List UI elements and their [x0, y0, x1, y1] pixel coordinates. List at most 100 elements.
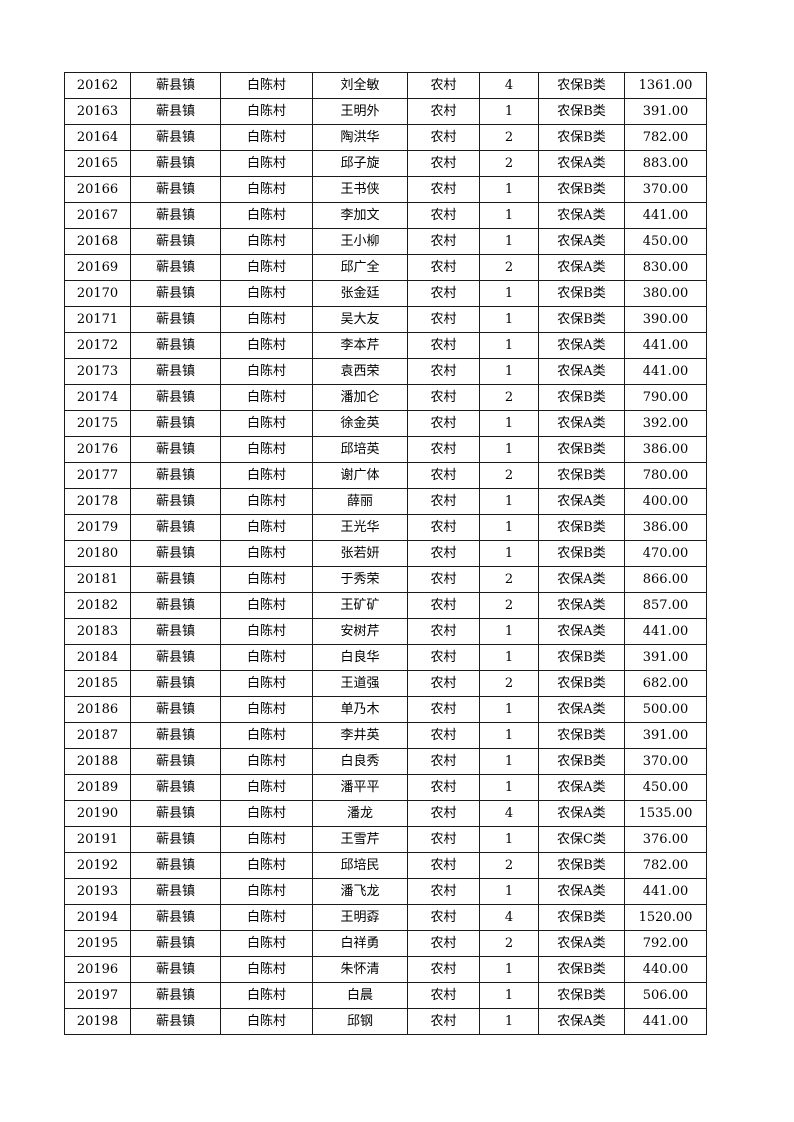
- cell-amount: 441.00: [624, 618, 707, 645]
- cell-residence: 农村: [407, 514, 480, 541]
- cell-insurance-type: 农保B类: [538, 98, 625, 125]
- cell-id: 20169: [64, 254, 131, 281]
- cell-town: 蕲县镇: [130, 618, 221, 645]
- cell-residence: 农村: [407, 592, 480, 619]
- cell-town: 蕲县镇: [130, 410, 221, 437]
- cell-residence: 农村: [407, 670, 480, 697]
- cell-amount: 790.00: [624, 384, 707, 411]
- cell-amount: 386.00: [624, 436, 707, 463]
- cell-insurance-type: 农保B类: [538, 306, 625, 333]
- cell-person-count: 4: [479, 72, 539, 99]
- cell-name: 潘加仑: [312, 384, 408, 411]
- cell-insurance-type: 农保B类: [538, 462, 625, 489]
- cell-id: 20168: [64, 228, 131, 255]
- cell-insurance-type: 农保A类: [538, 228, 625, 255]
- cell-name: 潘平平: [312, 774, 408, 801]
- cell-town: 蕲县镇: [130, 904, 221, 931]
- cell-amount: 386.00: [624, 514, 707, 541]
- cell-town: 蕲县镇: [130, 540, 221, 567]
- cell-id: 20172: [64, 332, 131, 359]
- cell-id: 20178: [64, 488, 131, 515]
- table-row: 20185 蕲县镇 白陈村 王道强 农村 2 农保B类 682.00: [64, 670, 707, 697]
- cell-id: 20175: [64, 410, 131, 437]
- cell-town: 蕲县镇: [130, 930, 221, 957]
- cell-town: 蕲县镇: [130, 332, 221, 359]
- cell-person-count: 1: [479, 878, 539, 905]
- table-row: 20180 蕲县镇 白陈村 张若妍 农村 1 农保B类 470.00: [64, 540, 707, 567]
- cell-id: 20166: [64, 176, 131, 203]
- cell-residence: 农村: [407, 358, 480, 385]
- cell-name: 张金廷: [312, 280, 408, 307]
- cell-amount: 441.00: [624, 332, 707, 359]
- cell-insurance-type: 农保A类: [538, 878, 625, 905]
- cell-person-count: 1: [479, 410, 539, 437]
- cell-insurance-type: 农保A类: [538, 1008, 625, 1035]
- cell-id: 20180: [64, 540, 131, 567]
- cell-person-count: 2: [479, 254, 539, 281]
- cell-amount: 391.00: [624, 98, 707, 125]
- cell-village: 白陈村: [220, 722, 313, 749]
- cell-insurance-type: 农保A类: [538, 202, 625, 229]
- cell-id: 20184: [64, 644, 131, 671]
- cell-insurance-type: 农保B类: [538, 982, 625, 1009]
- table-row: 20197 蕲县镇 白陈村 白晨 农村 1 农保B类 506.00: [64, 982, 707, 1009]
- cell-residence: 农村: [407, 410, 480, 437]
- cell-name: 邱培英: [312, 436, 408, 463]
- table-row: 20163 蕲县镇 白陈村 王明外 农村 1 农保B类 391.00: [64, 98, 707, 125]
- cell-insurance-type: 农保A类: [538, 566, 625, 593]
- cell-insurance-type: 农保B类: [538, 280, 625, 307]
- cell-amount: 883.00: [624, 150, 707, 177]
- cell-town: 蕲县镇: [130, 566, 221, 593]
- table-row: 20165 蕲县镇 白陈村 邱子旋 农村 2 农保A类 883.00: [64, 150, 707, 177]
- cell-amount: 440.00: [624, 956, 707, 983]
- cell-insurance-type: 农保A类: [538, 774, 625, 801]
- cell-town: 蕲县镇: [130, 280, 221, 307]
- cell-amount: 392.00: [624, 410, 707, 437]
- cell-id: 20195: [64, 930, 131, 957]
- cell-name: 张若妍: [312, 540, 408, 567]
- cell-residence: 农村: [407, 644, 480, 671]
- table-row: 20184 蕲县镇 白陈村 白良华 农村 1 农保B类 391.00: [64, 644, 707, 671]
- table-row: 20175 蕲县镇 白陈村 徐金英 农村 1 农保A类 392.00: [64, 410, 707, 437]
- cell-village: 白陈村: [220, 748, 313, 775]
- cell-id: 20183: [64, 618, 131, 645]
- cell-village: 白陈村: [220, 514, 313, 541]
- cell-name: 李加文: [312, 202, 408, 229]
- cell-town: 蕲县镇: [130, 852, 221, 879]
- cell-residence: 农村: [407, 1008, 480, 1035]
- cell-amount: 400.00: [624, 488, 707, 515]
- cell-id: 20181: [64, 566, 131, 593]
- cell-name: 谢广体: [312, 462, 408, 489]
- cell-residence: 农村: [407, 332, 480, 359]
- cell-town: 蕲县镇: [130, 592, 221, 619]
- table-row: 20188 蕲县镇 白陈村 白良秀 农村 1 农保B类 370.00: [64, 748, 707, 775]
- table-row: 20178 蕲县镇 白陈村 薛丽 农村 1 农保A类 400.00: [64, 488, 707, 515]
- cell-person-count: 1: [479, 826, 539, 853]
- table-row: 20193 蕲县镇 白陈村 潘飞龙 农村 1 农保A类 441.00: [64, 878, 707, 905]
- cell-amount: 782.00: [624, 852, 707, 879]
- table-row: 20183 蕲县镇 白陈村 安树芹 农村 1 农保A类 441.00: [64, 618, 707, 645]
- cell-village: 白陈村: [220, 982, 313, 1009]
- cell-name: 陶洪华: [312, 124, 408, 151]
- cell-insurance-type: 农保B类: [538, 176, 625, 203]
- cell-amount: 792.00: [624, 930, 707, 957]
- cell-id: 20197: [64, 982, 131, 1009]
- cell-name: 邱子旋: [312, 150, 408, 177]
- cell-insurance-type: 农保A类: [538, 488, 625, 515]
- cell-village: 白陈村: [220, 124, 313, 151]
- cell-id: 20194: [64, 904, 131, 931]
- cell-residence: 农村: [407, 176, 480, 203]
- cell-id: 20188: [64, 748, 131, 775]
- cell-village: 白陈村: [220, 670, 313, 697]
- table-row: 20176 蕲县镇 白陈村 邱培英 农村 1 农保B类 386.00: [64, 436, 707, 463]
- cell-residence: 农村: [407, 566, 480, 593]
- cell-name: 王矿矿: [312, 592, 408, 619]
- table-row: 20181 蕲县镇 白陈村 于秀荣 农村 2 农保A类 866.00: [64, 566, 707, 593]
- cell-amount: 1520.00: [624, 904, 707, 931]
- cell-village: 白陈村: [220, 904, 313, 931]
- cell-town: 蕲县镇: [130, 982, 221, 1009]
- cell-town: 蕲县镇: [130, 800, 221, 827]
- table-row: 20167 蕲县镇 白陈村 李加文 农村 1 农保A类 441.00: [64, 202, 707, 229]
- cell-person-count: 2: [479, 150, 539, 177]
